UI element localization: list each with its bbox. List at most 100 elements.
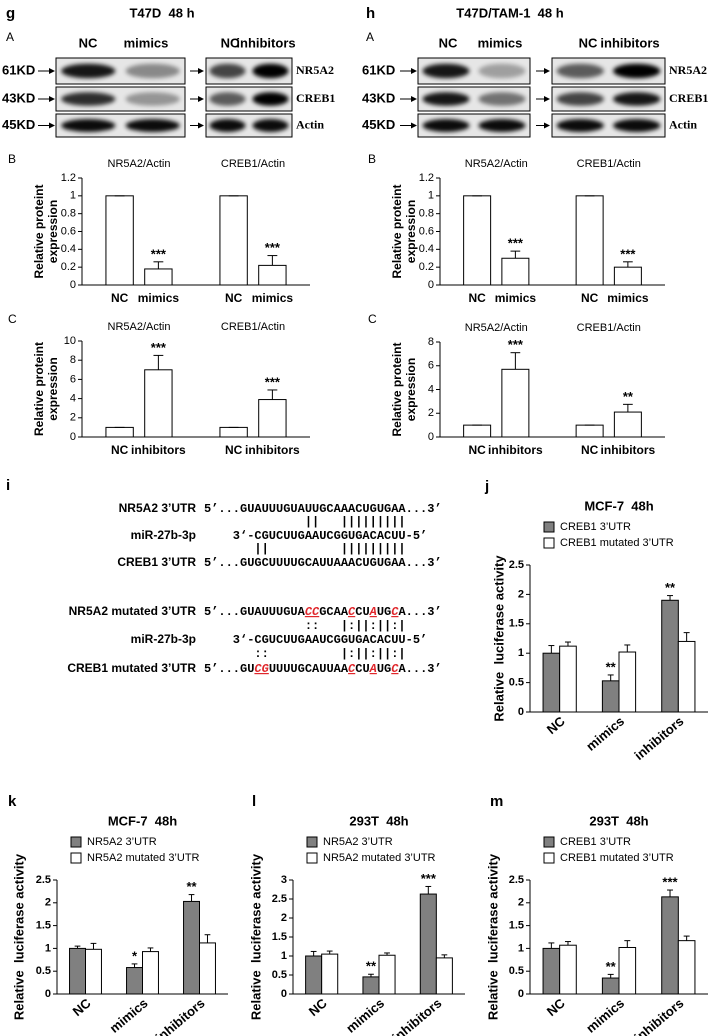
y-tick-label: 3 bbox=[281, 874, 287, 886]
y-tick-label: 0.6 bbox=[419, 225, 434, 237]
pairing: :: |:||:||:| bbox=[204, 647, 406, 661]
marker-label: 61KD bbox=[2, 62, 35, 77]
x-tick-label: mimics bbox=[607, 291, 649, 305]
y-tick-label: 1 bbox=[518, 647, 524, 659]
y-tick-label: 2 bbox=[428, 407, 434, 419]
band bbox=[422, 119, 470, 132]
error-bar bbox=[624, 644, 631, 653]
x-tick-label: mimics bbox=[583, 995, 627, 1035]
panel-letter: C bbox=[368, 312, 377, 326]
error-bar bbox=[310, 950, 317, 956]
protein-label: Actin bbox=[296, 117, 324, 131]
bar bbox=[199, 942, 216, 995]
x-tick-label: mimics bbox=[343, 995, 387, 1035]
chart-title: MCF-7 48h bbox=[108, 813, 177, 828]
y-tick-label: 0 bbox=[428, 431, 434, 443]
x-tick-label: inhibitors bbox=[389, 995, 444, 1036]
error-bar bbox=[384, 952, 390, 956]
panel-letter: g bbox=[6, 5, 15, 22]
y-axis-label: expression bbox=[46, 357, 60, 420]
y-tick-label: 4 bbox=[428, 383, 434, 395]
sequence-part: A...3’ bbox=[398, 605, 441, 619]
lane-label: NC bbox=[79, 35, 98, 50]
bar bbox=[144, 369, 173, 438]
band bbox=[556, 63, 604, 79]
band bbox=[478, 92, 526, 106]
sequence: 5’...GUAUUUGUACCGCAACCUAUGCA...3’ bbox=[204, 605, 442, 619]
sequence: 5’...GUCGUUUUGCAUUAACCUAUGCA...3’ bbox=[204, 662, 442, 676]
y-tick-label: 0.8 bbox=[419, 208, 434, 220]
significance: * bbox=[132, 948, 138, 963]
y-axis-label: Relative luciferase activity bbox=[248, 853, 263, 1020]
bar bbox=[126, 967, 144, 995]
x-tick-label: inhibitors bbox=[601, 443, 656, 457]
y-axis-label: Relative luciferase activity bbox=[485, 853, 500, 1020]
bar bbox=[463, 195, 492, 286]
legend-label: CREB1 3’UTR bbox=[560, 521, 631, 533]
sequence-part: CU bbox=[355, 662, 369, 676]
legend-label: NR5A2 mutated 3’UTR bbox=[87, 852, 200, 864]
bar bbox=[105, 195, 134, 286]
x-tick-label: NC bbox=[111, 291, 129, 305]
significance: *** bbox=[421, 871, 437, 886]
sequence-part: UUUUGCAUUAA bbox=[269, 662, 349, 676]
y-tick-label: 2 bbox=[281, 912, 287, 924]
band bbox=[61, 92, 116, 106]
y-tick-label: 0.2 bbox=[61, 261, 76, 273]
x-tick-label: mimics bbox=[252, 291, 294, 305]
sequence-part: CU bbox=[355, 605, 369, 619]
y-tick-label: 0 bbox=[70, 431, 76, 443]
legend-label: CREB1 mutated 3’UTR bbox=[560, 852, 674, 864]
sequence-part: A bbox=[369, 605, 377, 619]
error-bar bbox=[74, 945, 81, 949]
y-axis-label: expression bbox=[404, 200, 418, 263]
sequence: 5’...GUGCUUUUGCAUUAAACUGUGAA...3’ bbox=[204, 556, 442, 570]
sequence: 3‘-CGUCUUGAAUCGGUGACACUU-5’ bbox=[204, 633, 427, 647]
sequence-part: 5’...GU bbox=[204, 662, 254, 676]
error-bar bbox=[623, 403, 633, 413]
group-label: CREB1/Actin bbox=[221, 321, 285, 333]
sequence-part: 5’...GUGCUUUUGCAUUAAACUGUGAA...3’ bbox=[204, 556, 442, 570]
legend-swatch bbox=[543, 852, 555, 864]
significance: ** bbox=[606, 959, 617, 974]
y-tick-label: 0.4 bbox=[61, 243, 76, 255]
panel-letter: B bbox=[368, 152, 376, 166]
lane-label: NC bbox=[221, 35, 240, 50]
lane-label: mimics bbox=[478, 35, 523, 50]
panel-letter: h bbox=[366, 5, 375, 22]
bar bbox=[613, 266, 642, 286]
error-bar bbox=[510, 352, 521, 370]
bar bbox=[378, 954, 396, 995]
bar bbox=[362, 976, 380, 995]
sequence-label: CREB1 mutated 3’UTR bbox=[67, 661, 196, 675]
lane-label: NC bbox=[579, 35, 598, 50]
protein-label: NR5A2 bbox=[296, 63, 334, 77]
error-bar bbox=[204, 934, 211, 943]
y-tick-label: 0 bbox=[45, 988, 51, 1000]
y-tick-label: 8 bbox=[70, 354, 76, 366]
bar bbox=[542, 947, 561, 995]
y-tick-label: 2 bbox=[70, 412, 76, 424]
y-tick-label: 2 bbox=[518, 588, 524, 600]
y-tick-label: 1 bbox=[45, 942, 51, 954]
band bbox=[209, 92, 246, 106]
y-tick-label: 0.6 bbox=[61, 225, 76, 237]
y-tick-label: 2 bbox=[45, 897, 51, 909]
chart-title: 293T 48h bbox=[589, 813, 648, 828]
band bbox=[252, 63, 289, 79]
bar bbox=[105, 426, 134, 438]
band bbox=[478, 119, 526, 132]
sequence-part: C bbox=[348, 605, 356, 619]
x-tick-label: inhibitors bbox=[631, 713, 686, 763]
significance: *** bbox=[265, 374, 281, 389]
legend-label: NR5A2 3’UTR bbox=[87, 836, 157, 848]
bar bbox=[258, 399, 287, 438]
bar bbox=[559, 944, 577, 995]
sequence-part: 3‘-CGUCUUGAAUCGGUGACACUU-5’ bbox=[204, 633, 427, 647]
lane-label: NC bbox=[439, 35, 458, 50]
lane-label: inhibitors bbox=[236, 35, 295, 50]
sequence-label: NR5A2 3’UTR bbox=[119, 501, 197, 515]
error-bar bbox=[153, 261, 164, 269]
chart-title: MCF-7 48h bbox=[584, 498, 653, 513]
x-tick-label: NC bbox=[306, 995, 330, 1019]
